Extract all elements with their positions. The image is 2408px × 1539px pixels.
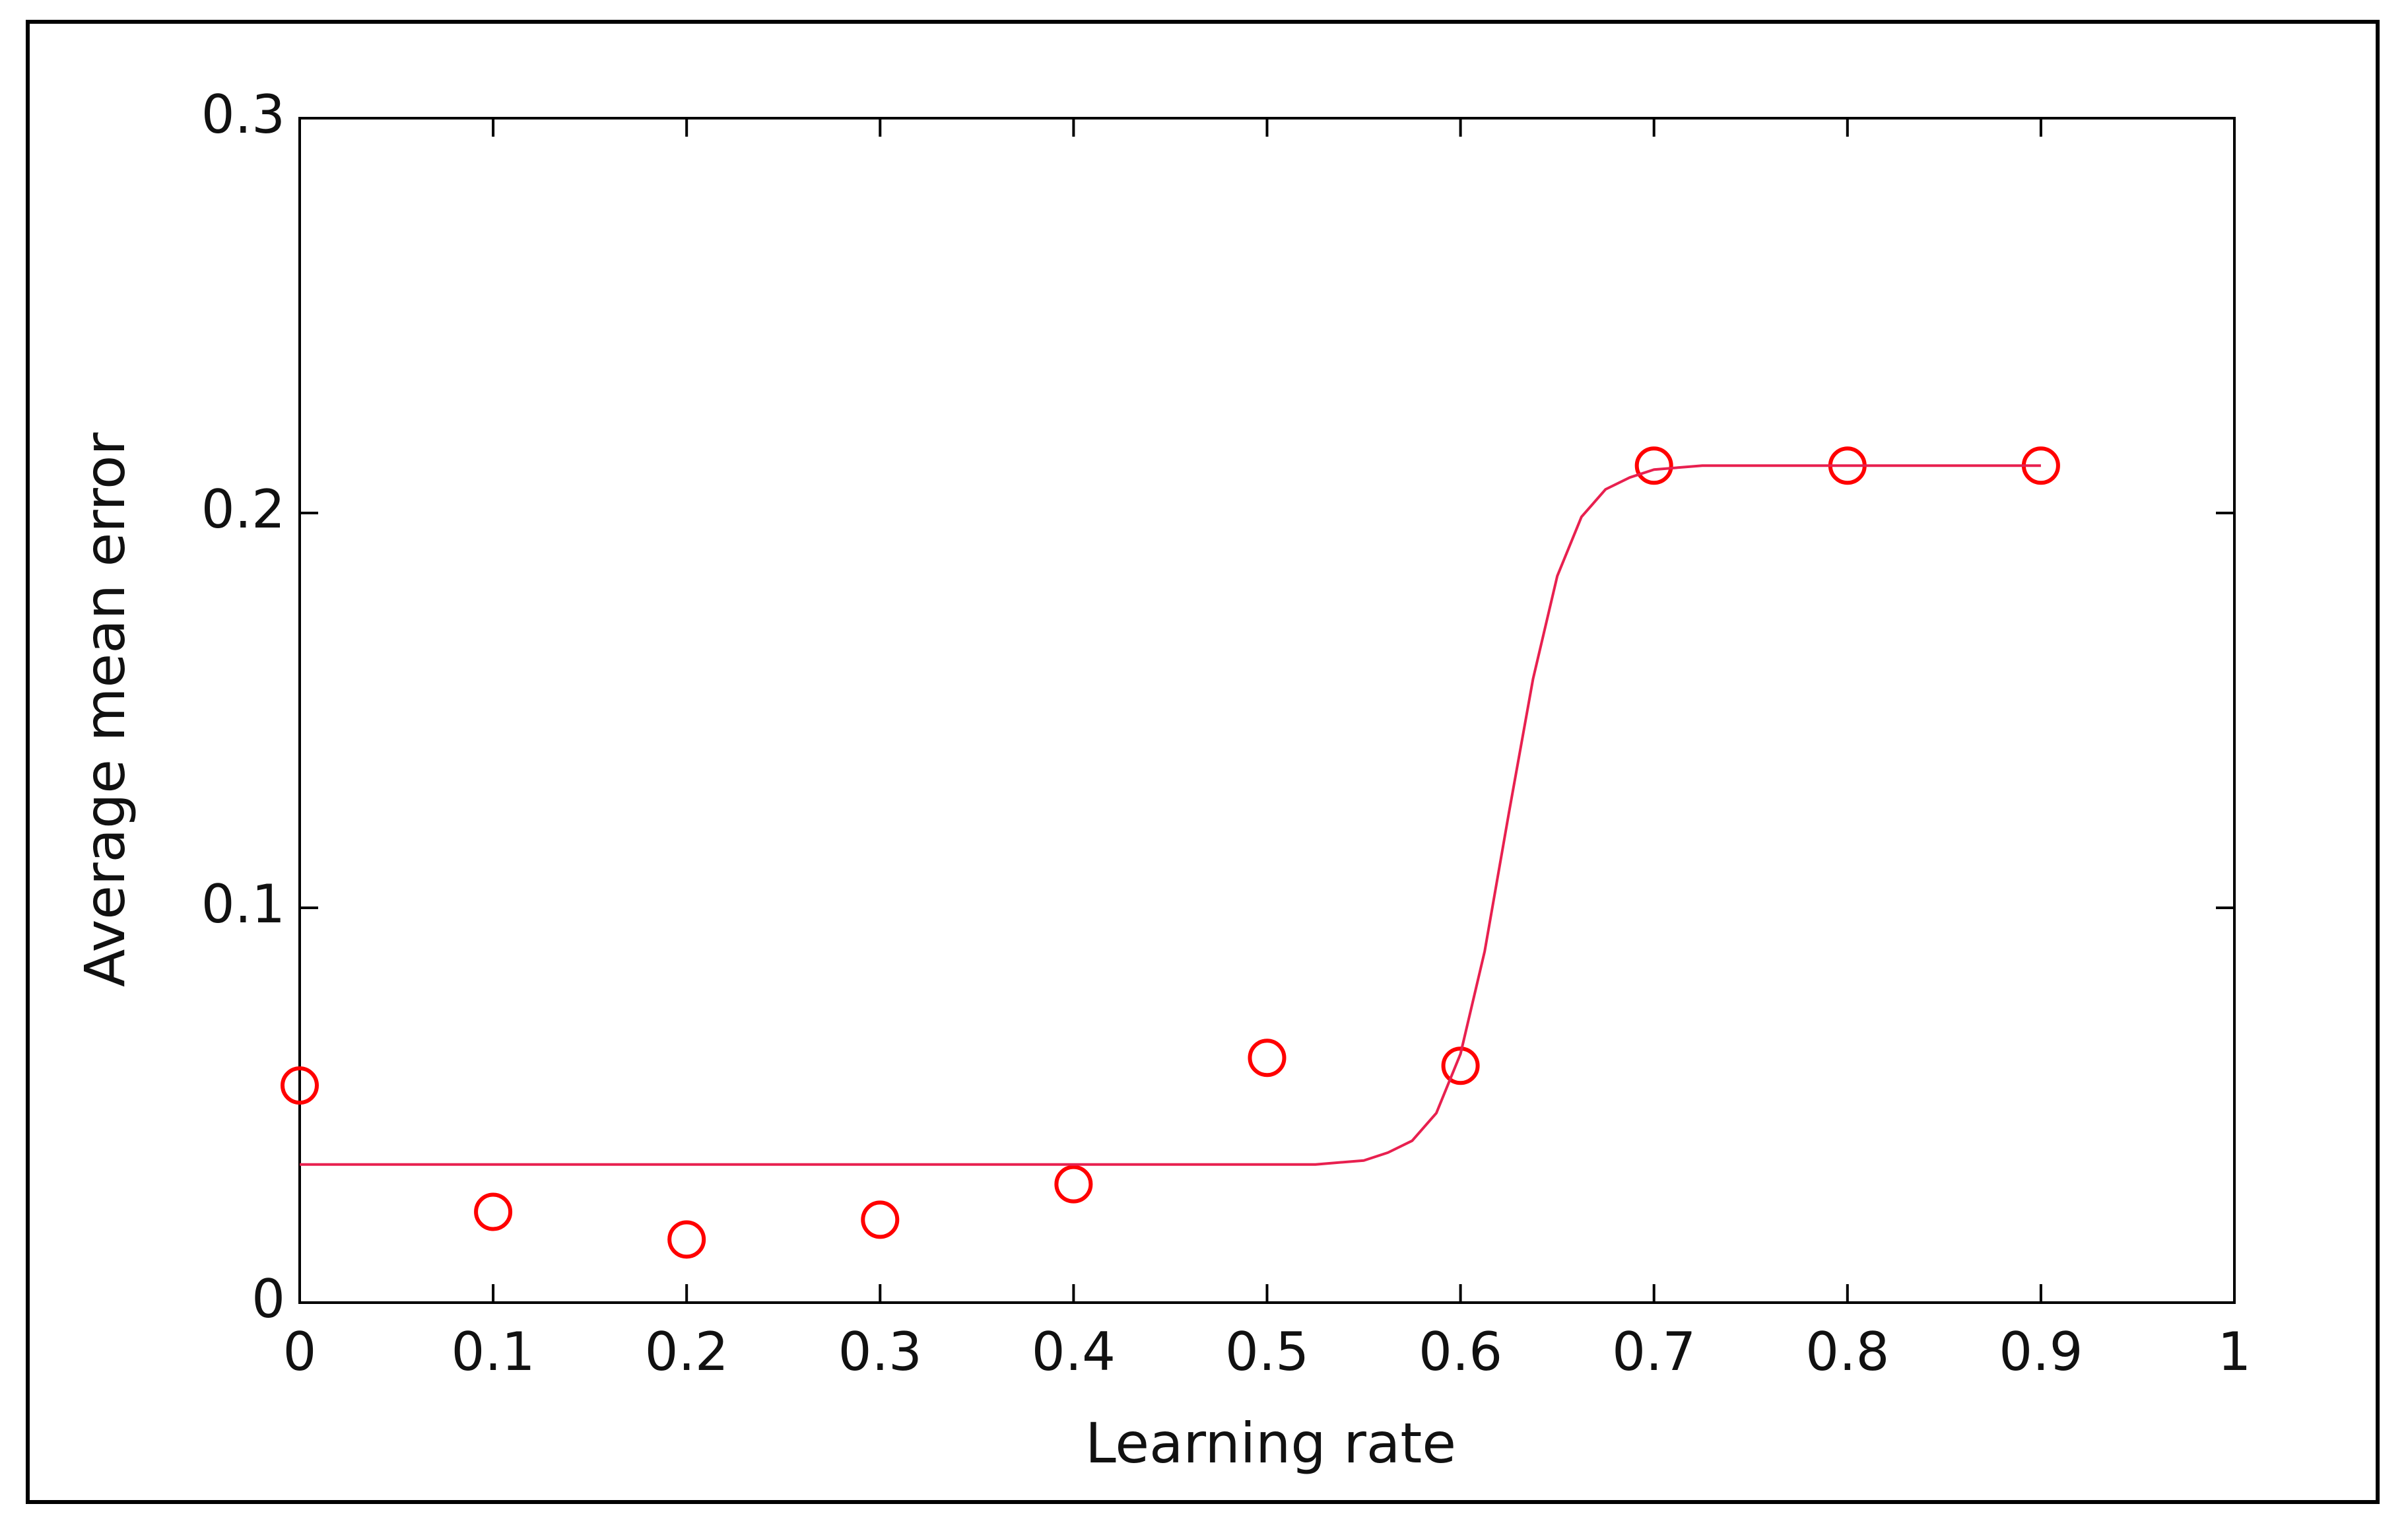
x-tick-label: 1: [2218, 1321, 2252, 1383]
fit-line: [300, 464, 2041, 1166]
data-point: [1054, 1165, 1093, 1204]
x-tick-label: 0.5: [1225, 1321, 1309, 1383]
y-tick-label: 0: [251, 1268, 285, 1330]
x-tick-label: 0: [283, 1321, 317, 1383]
data-point: [474, 1192, 513, 1231]
x-axis-label: Learning rate: [1085, 1411, 1456, 1476]
data-point: [281, 1066, 319, 1105]
plot-frame: [298, 117, 2236, 1304]
figure-frame: [26, 20, 2380, 1504]
data-point: [861, 1200, 900, 1239]
x-tick-label: 0.7: [1612, 1321, 1696, 1383]
x-tick-label: 0.4: [1032, 1321, 1116, 1383]
x-tick-label: 0.2: [645, 1321, 729, 1383]
x-tick-label: 0.3: [838, 1321, 922, 1383]
x-tick-label: 0.6: [1419, 1321, 1502, 1383]
y-tick-label: 0.1: [201, 873, 285, 935]
data-point: [667, 1220, 706, 1259]
y-tick-label: 0.3: [201, 84, 285, 145]
x-tick-label: 0.8: [1805, 1321, 1889, 1383]
data-point: [1634, 446, 1673, 485]
data-point: [1248, 1039, 1287, 1077]
x-tick-label: 0.9: [1999, 1321, 2083, 1383]
x-tick-label: 0.1: [451, 1321, 535, 1383]
y-tick-label: 0.2: [201, 479, 285, 540]
y-axis-label: Average mean error: [73, 432, 137, 987]
